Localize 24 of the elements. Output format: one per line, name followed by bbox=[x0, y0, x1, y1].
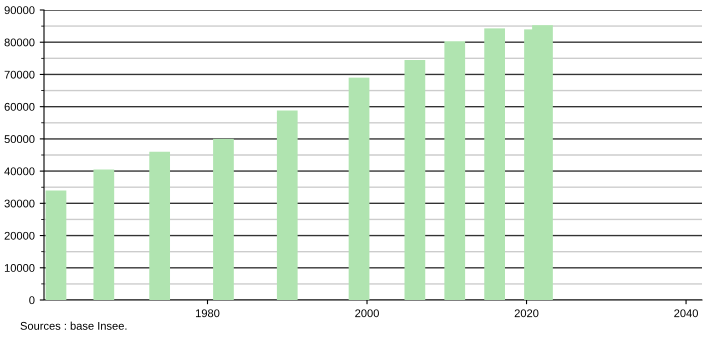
source-note: Sources : base Insee. bbox=[20, 322, 126, 330]
y-tick-label: 50000 bbox=[4, 135, 35, 144]
bar bbox=[46, 190, 66, 300]
y-tick-label: 70000 bbox=[4, 70, 35, 79]
bar bbox=[93, 170, 114, 300]
bar bbox=[149, 152, 170, 300]
y-tick-label: 80000 bbox=[4, 38, 35, 46]
y-tick-label: 20000 bbox=[4, 232, 35, 240]
bar bbox=[444, 41, 466, 300]
x-tick-label: 2020 bbox=[514, 309, 538, 318]
x-tick-label: 2000 bbox=[355, 309, 379, 318]
bar bbox=[213, 138, 234, 300]
x-tick-label: 2040 bbox=[674, 309, 698, 318]
bar bbox=[348, 78, 370, 300]
y-tick-label: 60000 bbox=[4, 102, 35, 111]
y-tick-label: 0 bbox=[29, 296, 35, 304]
x-tick-label: 1980 bbox=[196, 309, 220, 318]
y-tick-label: 90000 bbox=[4, 6, 35, 14]
bar bbox=[404, 60, 426, 300]
y-tick-label: 30000 bbox=[4, 200, 35, 208]
bar bbox=[484, 28, 505, 300]
bar bbox=[276, 110, 298, 300]
y-tick-label: 40000 bbox=[4, 167, 35, 176]
y-tick-label: 10000 bbox=[4, 264, 35, 272]
